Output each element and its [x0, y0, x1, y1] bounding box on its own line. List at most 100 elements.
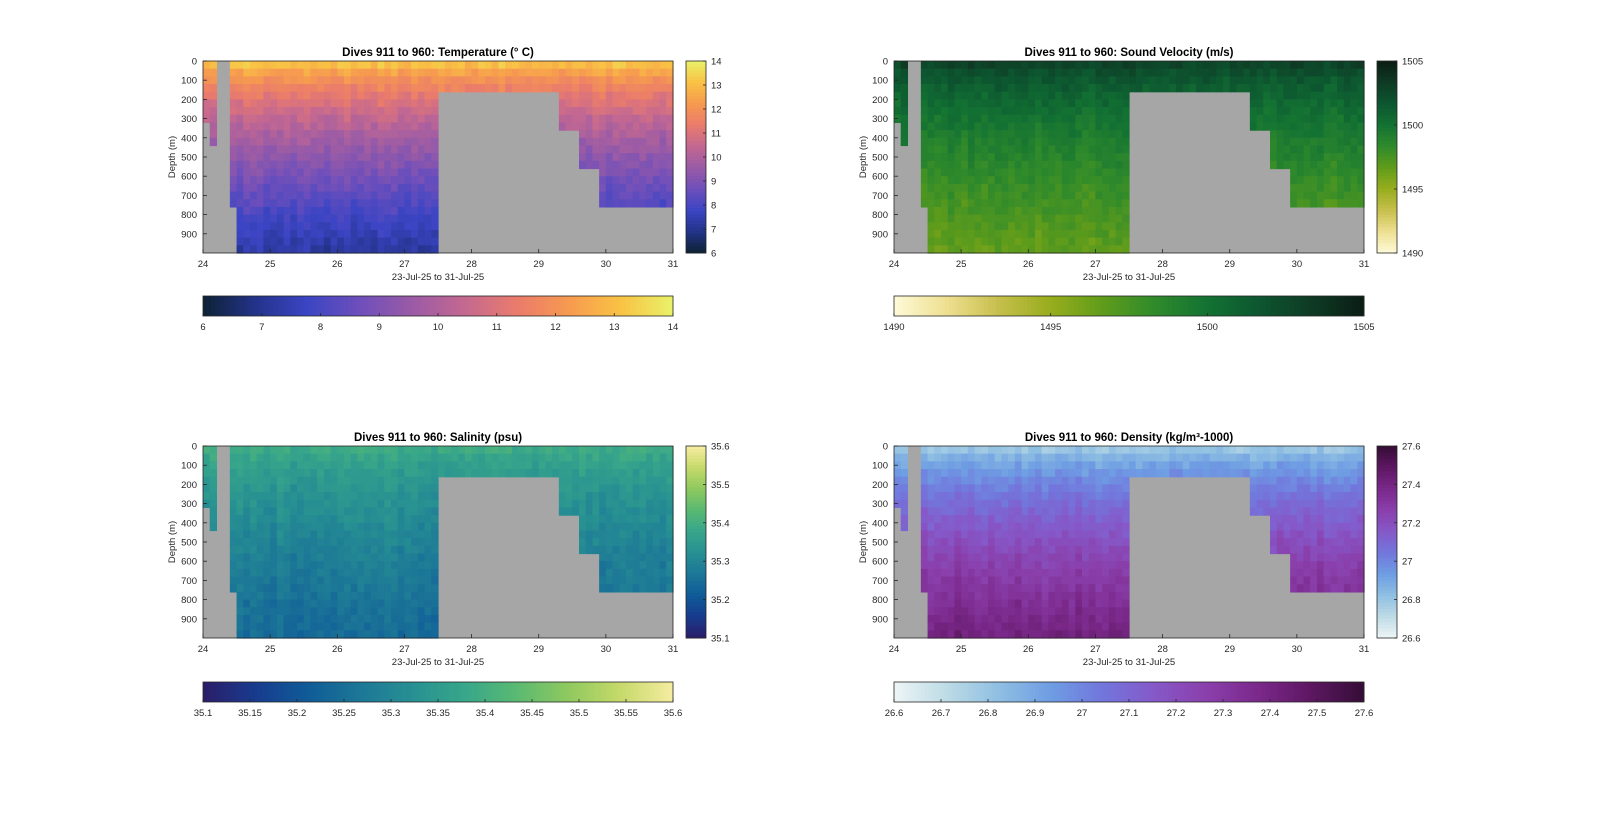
heatmap-cell: [424, 214, 432, 223]
heatmap-cell: [270, 84, 278, 93]
colorbar-segment: [1377, 147, 1397, 152]
heatmap-cell: [1068, 222, 1076, 231]
heatmap-cell: [330, 545, 338, 555]
heatmap-cell: [1122, 153, 1130, 162]
y-tick-label: 700: [181, 576, 197, 587]
colorbar-segment: [1377, 169, 1397, 174]
heatmap-cell: [263, 206, 271, 216]
heatmap-cell: [344, 183, 352, 193]
heatmap-cell: [585, 469, 594, 478]
heatmap-cell: [920, 137, 929, 147]
heatmap-cell: [599, 114, 607, 124]
colorbar-segment: [1129, 296, 1134, 316]
heatmap-cell: [947, 446, 956, 455]
heatmap-cell: [954, 91, 962, 100]
heatmap-cell: [1028, 599, 1036, 608]
colorbar-segment: [686, 506, 706, 511]
heatmap-cell: [1021, 492, 1029, 501]
heatmap-cell: [1330, 191, 1338, 200]
heatmap-cell: [417, 191, 426, 200]
heatmap-cell: [1035, 99, 1043, 108]
heatmap-cell: [961, 229, 969, 239]
heatmap-cell: [1357, 183, 1365, 193]
heatmap-cell: [900, 114, 909, 124]
heatmap-cell: [424, 599, 432, 608]
heatmap-cell: [1350, 160, 1358, 170]
heatmap-cell: [1115, 183, 1123, 193]
y-tick-label: 0: [192, 442, 197, 453]
heatmap-cell: [250, 446, 258, 455]
heatmap-cell: [1102, 545, 1110, 555]
heatmap-cell: [391, 538, 399, 547]
heatmap-cell: [988, 461, 996, 470]
heatmap-cell: [558, 492, 567, 501]
heatmap-cell: [1290, 84, 1298, 93]
heatmap-cell: [478, 461, 486, 470]
heatmap-cell: [585, 507, 594, 516]
heatmap-cell: [303, 160, 312, 170]
panel-4: Dives 911 to 960: Density (kg/m³-1000)24…: [858, 432, 1421, 719]
heatmap-cell: [639, 191, 647, 200]
heatmap-cell: [203, 107, 211, 116]
heatmap-cell: [391, 176, 399, 185]
heatmap-cell: [250, 91, 258, 100]
heatmap-cell: [1048, 245, 1056, 254]
heatmap-cell: [485, 461, 493, 470]
heatmap-cell: [974, 91, 982, 100]
heatmap-cell: [565, 492, 573, 501]
heatmap-cell: [297, 614, 305, 624]
heatmap-cell: [1061, 137, 1070, 147]
heatmap-cell: [317, 453, 325, 462]
colorbar-segment: [230, 296, 235, 316]
heatmap-cell: [411, 591, 419, 601]
heatmap-cell: [585, 114, 594, 124]
heatmap-cell: [1055, 561, 1063, 570]
colorbar-segment: [686, 615, 706, 620]
heatmap-cell: [350, 153, 359, 162]
heatmap-cell: [1075, 545, 1083, 555]
heatmap-cell: [994, 99, 1003, 108]
heatmap-cell: [250, 568, 258, 578]
heatmap-cell: [947, 199, 956, 208]
heatmap-cell: [290, 568, 298, 578]
heatmap-cell: [1021, 176, 1029, 185]
heatmap-cell: [666, 160, 674, 170]
heatmap-cell: [417, 507, 426, 516]
colorbar-segment: [686, 519, 706, 524]
heatmap-cell: [1075, 553, 1083, 562]
heatmap-cell: [994, 68, 1003, 77]
colorbar-segment: [367, 296, 372, 316]
heatmap-cell: [605, 484, 614, 493]
heatmap-cell: [525, 76, 533, 85]
heatmap-cell: [954, 515, 962, 524]
heatmap-cell: [1088, 176, 1097, 185]
heatmap-cell: [263, 145, 271, 154]
colorbar-frame: [685, 445, 707, 639]
y-axis-label: Depth (m): [167, 521, 178, 563]
colorbar-segment: [1297, 296, 1302, 316]
heatmap-cell: [236, 191, 244, 200]
heatmap-cell: [1357, 160, 1365, 170]
heatmap-cell: [585, 137, 594, 147]
colorbar-segment: [618, 296, 623, 316]
colorbar-segment: [1046, 296, 1052, 316]
heatmap-cell: [283, 484, 291, 493]
heatmap-cell: [377, 206, 385, 216]
heatmap-cell: [1122, 68, 1130, 77]
heatmap-cell: [1095, 183, 1103, 193]
heatmap-cell: [947, 99, 956, 108]
heatmap-cell: [599, 153, 607, 162]
heatmap-cell: [619, 130, 627, 139]
heatmap-cell: [585, 84, 594, 93]
heatmap-cell: [894, 469, 902, 478]
heatmap-cell: [391, 461, 399, 470]
heatmap-cell: [431, 68, 439, 77]
heatmap-cell: [1283, 61, 1291, 70]
heatmap-cell: [961, 553, 969, 562]
heatmap-cell: [1310, 160, 1318, 170]
colorbar-segment: [469, 296, 474, 316]
heatmap-cell: [310, 91, 318, 100]
heatmap-cell: [652, 446, 661, 455]
heatmap-cell: [411, 538, 419, 547]
